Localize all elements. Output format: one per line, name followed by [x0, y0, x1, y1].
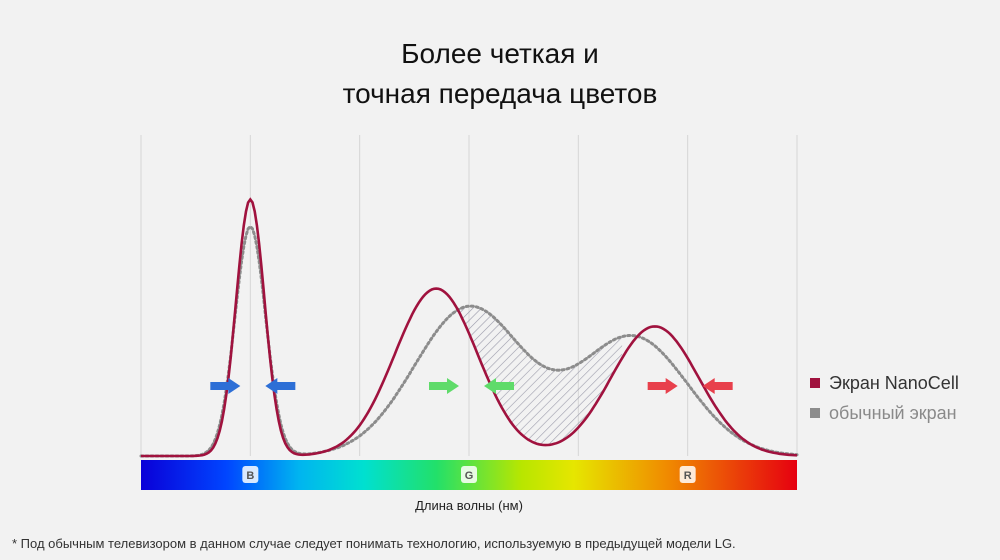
series-line-regular — [139, 224, 799, 458]
arrow-left-B — [265, 378, 296, 394]
legend: Экран NanoCell обычный экран — [810, 368, 959, 428]
spectrum-label-r: R — [684, 470, 692, 482]
x-axis-label: Длина волны (нм) — [415, 498, 523, 513]
legend-item-nanocell: Экран NanoCell — [810, 368, 959, 398]
legend-label-regular: обычный экран — [829, 402, 957, 423]
arrow-right-B — [210, 378, 241, 394]
arrow-annotations — [210, 378, 733, 394]
chart-title: Более четкая и точная передача цветов — [0, 34, 1000, 114]
legend-item-regular: обычный экран — [810, 398, 959, 428]
legend-swatch-regular — [810, 408, 820, 418]
series-line-nanocell — [141, 197, 798, 458]
arrow-right-G — [429, 378, 459, 394]
spectrum-badge-g — [461, 466, 477, 483]
arrow-left-R — [702, 378, 733, 394]
spectrum-badge-b — [242, 466, 259, 483]
grid-lines — [140, 135, 798, 456]
chart-title-line-2: точная передача цветов — [342, 78, 658, 109]
spectrum-badge-r — [679, 466, 696, 483]
arrow-right-R — [647, 378, 678, 394]
footnote: * Под обычным телевизором в данном случа… — [12, 536, 736, 551]
legend-swatch-nanocell — [810, 378, 820, 388]
chart-title-line-1: Более четкая и — [401, 38, 599, 69]
legend-label-nanocell: Экран NanoCell — [829, 372, 959, 393]
arrow-left-G — [484, 378, 514, 394]
spectrum-label-b: B — [246, 470, 254, 482]
difference-hatch — [458, 306, 623, 445]
spectrum-label-g: G — [465, 470, 474, 482]
